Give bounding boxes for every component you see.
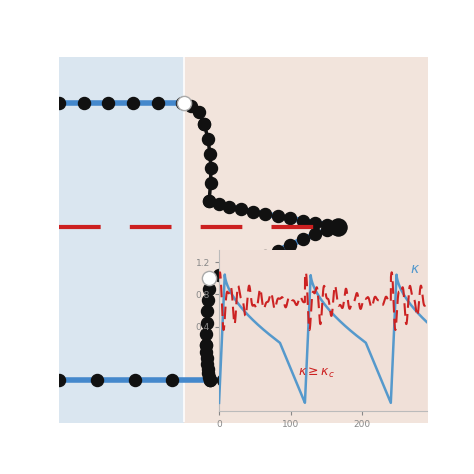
Point — [206, 376, 214, 383]
Point — [299, 236, 307, 243]
Point — [335, 223, 342, 230]
Point — [202, 330, 210, 338]
Point — [80, 99, 88, 106]
Point — [323, 226, 331, 234]
Point — [261, 210, 269, 218]
Point — [168, 376, 176, 383]
Point — [335, 223, 342, 230]
Point — [205, 274, 213, 282]
Point — [206, 150, 214, 157]
Point — [201, 120, 208, 128]
Point — [323, 221, 331, 228]
Point — [205, 274, 213, 282]
Point — [226, 203, 233, 210]
Point — [195, 108, 203, 116]
Point — [180, 99, 188, 106]
Point — [261, 253, 269, 260]
Point — [93, 376, 100, 383]
Point — [202, 341, 210, 349]
Point — [249, 208, 256, 216]
Point — [129, 99, 137, 106]
Point — [205, 370, 212, 377]
Point — [188, 102, 195, 110]
Point — [206, 376, 214, 383]
Point — [205, 197, 213, 205]
Point — [237, 205, 245, 213]
Point — [249, 258, 256, 265]
Point — [311, 219, 319, 227]
Point — [286, 215, 294, 222]
Point — [286, 241, 294, 249]
Point — [219, 376, 227, 383]
Point — [205, 274, 213, 282]
Point — [205, 285, 212, 292]
Point — [233, 376, 241, 383]
Point — [55, 99, 63, 106]
Point — [203, 355, 210, 362]
Point — [201, 120, 208, 128]
Point — [180, 99, 188, 106]
Point — [274, 212, 282, 220]
Point — [203, 307, 211, 314]
Point — [179, 99, 186, 106]
Point — [226, 268, 233, 275]
Point — [203, 360, 211, 368]
Point — [203, 319, 210, 327]
Point — [237, 263, 245, 271]
Point — [335, 223, 342, 230]
Point — [204, 296, 212, 303]
Point — [206, 376, 214, 383]
Point — [131, 376, 138, 383]
Point — [274, 247, 282, 255]
Point — [311, 231, 319, 238]
Point — [205, 197, 213, 205]
Point — [204, 365, 211, 373]
Point — [202, 348, 210, 356]
Point — [215, 200, 223, 208]
Point — [335, 223, 342, 230]
Point — [215, 271, 223, 279]
Point — [105, 99, 112, 106]
Point — [204, 135, 212, 143]
Point — [246, 376, 254, 383]
Point — [299, 217, 307, 224]
Point — [55, 376, 63, 383]
Point — [205, 374, 213, 381]
Point — [207, 164, 215, 172]
Point — [202, 341, 210, 349]
Point — [154, 99, 162, 106]
Point — [207, 179, 214, 187]
